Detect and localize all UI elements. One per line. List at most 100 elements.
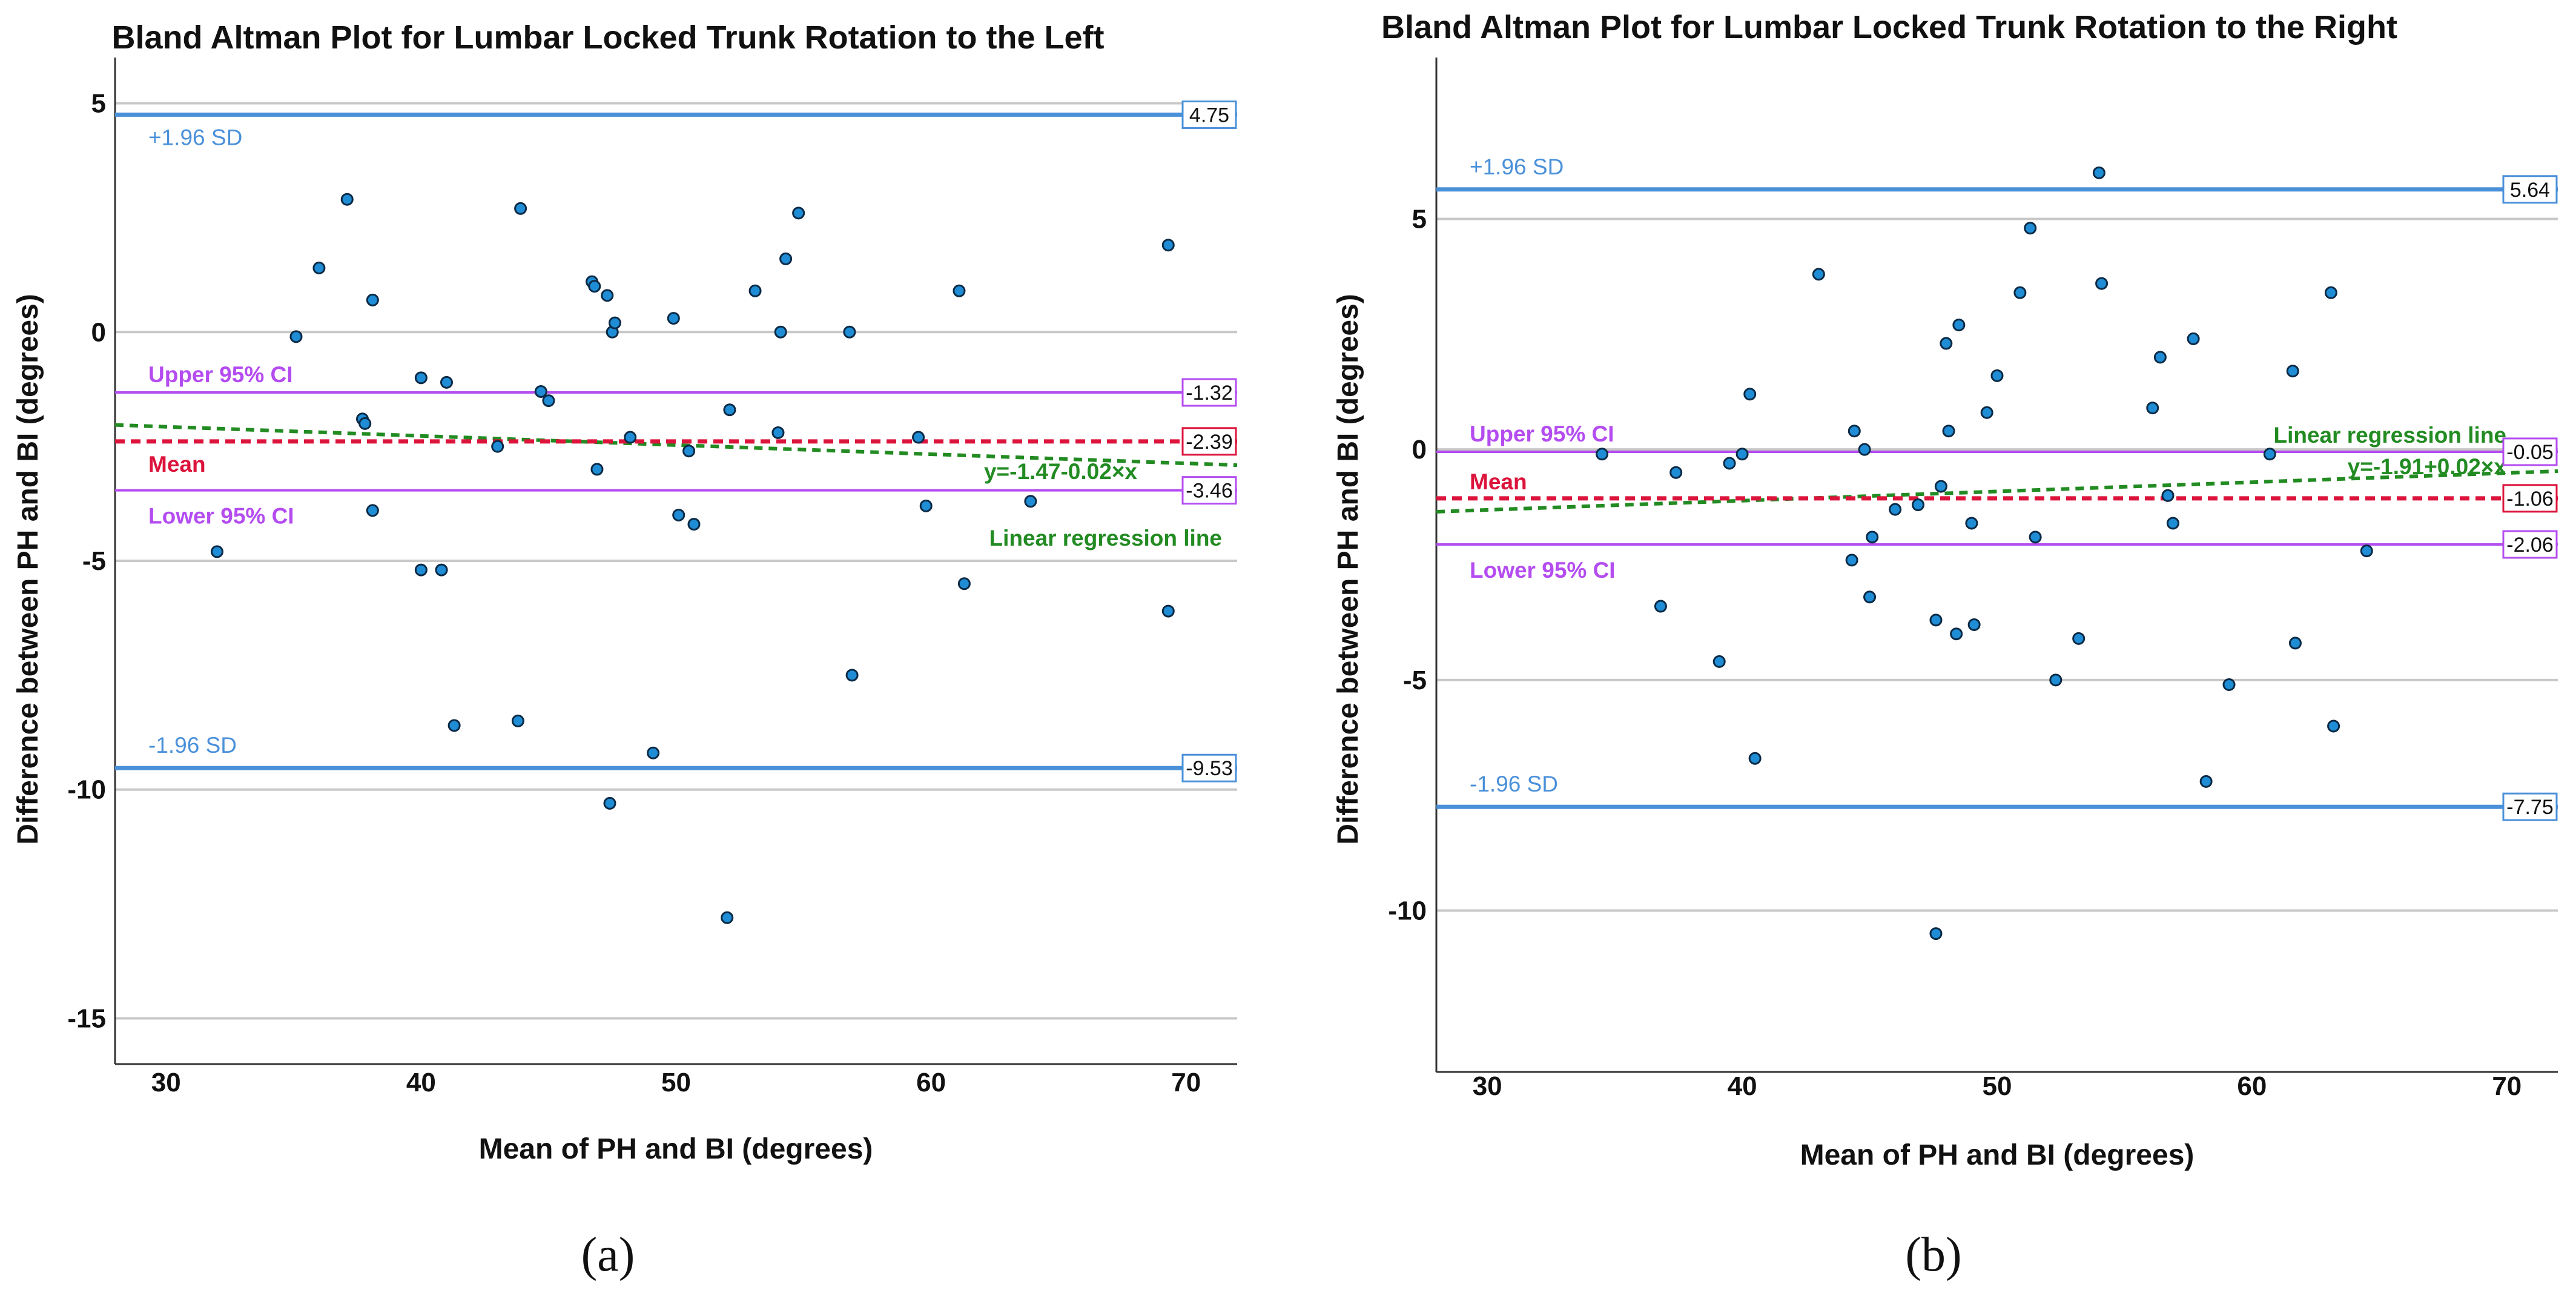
y-tick-label: -5 xyxy=(82,546,106,576)
data-point xyxy=(514,202,527,215)
data-point xyxy=(1863,590,1877,604)
data-point xyxy=(1858,443,1871,456)
y-tick-label: 5 xyxy=(91,89,106,119)
data-point xyxy=(1866,531,1879,544)
data-point xyxy=(2024,222,2037,235)
y-axis-title: Difference between PH and BI (degrees) xyxy=(1332,294,1364,845)
y-tick-label: 5 xyxy=(1412,204,1427,234)
data-point xyxy=(590,463,604,476)
upper-sd-value: 4.75 xyxy=(1189,104,1229,127)
regression-line xyxy=(114,423,1238,468)
data-point xyxy=(1161,604,1175,618)
data-point xyxy=(1912,498,1925,512)
lower-ci-value: -3.46 xyxy=(1186,480,1233,503)
y-tick-label: -10 xyxy=(1388,896,1427,926)
lower-sd-label: -1.96 SD xyxy=(148,733,237,758)
data-point xyxy=(771,426,785,439)
y-tick-label: 0 xyxy=(1412,435,1427,465)
chart-title: Bland Altman Plot for Lumbar Locked Trun… xyxy=(111,19,1104,56)
data-point xyxy=(774,325,787,339)
chart-right: Bland Altman Plot for Lumbar Locked Trun… xyxy=(1332,9,2558,1281)
lower-sd-box xyxy=(2502,792,2558,821)
mean-box xyxy=(2502,484,2558,513)
data-point xyxy=(957,577,971,590)
regression-equation: y=-1.91+0.02×x xyxy=(2348,454,2507,479)
data-point xyxy=(723,403,736,417)
data-point xyxy=(647,746,660,759)
data-point xyxy=(1950,627,1963,641)
data-point xyxy=(1654,600,1667,613)
upper-sd-label: +1.96 SD xyxy=(1470,154,1564,179)
data-point xyxy=(1942,425,1955,438)
data-point xyxy=(953,284,966,297)
x-tick-label: 50 xyxy=(1983,1071,2012,1101)
upper-ci-value: -1.32 xyxy=(1186,382,1233,405)
upper-sd-box xyxy=(2502,175,2558,204)
data-point xyxy=(366,293,379,306)
regression-equation: y=-1.47-0.02×x xyxy=(984,459,1137,484)
data-point xyxy=(358,417,372,430)
data-point xyxy=(2222,678,2236,691)
data-point xyxy=(1743,388,1757,401)
upper-sd-box xyxy=(1181,100,1237,129)
data-point xyxy=(542,394,555,408)
data-point xyxy=(2166,517,2179,530)
lower-sd-value: -9.53 xyxy=(1186,757,1233,780)
data-point xyxy=(2161,489,2175,502)
lower-sd-value: -7.75 xyxy=(2506,796,2554,819)
data-point xyxy=(2199,775,2213,788)
x-tick-label: 70 xyxy=(1171,1068,1201,1097)
mean-value: -1.06 xyxy=(2506,488,2554,511)
regression-label: Linear regression line xyxy=(989,526,1222,551)
data-point xyxy=(2013,286,2027,299)
lower-ci-label: Lower 95% CI xyxy=(1470,558,1616,583)
upper-ci-box xyxy=(1181,378,1237,407)
data-point xyxy=(919,499,933,512)
data-point xyxy=(414,563,428,577)
data-point xyxy=(601,289,614,302)
data-point xyxy=(210,545,223,558)
data-point xyxy=(534,385,547,398)
data-point xyxy=(511,714,524,727)
data-point xyxy=(1024,495,1037,508)
data-point xyxy=(1748,752,1762,765)
data-point xyxy=(2029,531,2042,544)
data-point xyxy=(2360,544,2373,558)
data-point xyxy=(2288,637,2302,650)
data-point xyxy=(312,262,326,275)
x-tick-label: 40 xyxy=(406,1068,436,1097)
data-point xyxy=(2092,166,2105,179)
data-point xyxy=(1889,503,1902,516)
data-point xyxy=(2049,673,2062,687)
regression-line xyxy=(1436,469,2558,514)
x-tick-label: 60 xyxy=(2237,1071,2267,1101)
data-point xyxy=(843,325,856,339)
data-point xyxy=(414,371,428,385)
panel-label: (a) xyxy=(581,1228,635,1281)
data-point xyxy=(1952,319,1966,332)
upper-ci-label: Upper 95% CI xyxy=(1470,422,1614,446)
x-axis-title: Mean of PH and BI (degrees) xyxy=(479,1133,873,1165)
data-point xyxy=(440,375,453,389)
data-point xyxy=(779,252,793,265)
panel-label: (b) xyxy=(1905,1228,1961,1281)
x-tick-label: 40 xyxy=(1728,1071,1757,1101)
upper-ci-value: -0.05 xyxy=(2506,441,2554,464)
data-point xyxy=(624,431,637,444)
data-point xyxy=(1967,618,1981,631)
data-point xyxy=(1980,406,1993,419)
data-point xyxy=(1161,239,1175,252)
data-point xyxy=(2187,332,2200,345)
data-point xyxy=(1929,613,1943,627)
lower-ci-label: Lower 95% CI xyxy=(148,504,294,529)
x-tick-label: 50 xyxy=(661,1068,691,1097)
data-point xyxy=(667,312,680,325)
data-point xyxy=(1712,655,1726,668)
x-axis-title: Mean of PH and BI (degrees) xyxy=(1800,1139,2195,1171)
upper-sd-label: +1.96 SD xyxy=(148,125,242,150)
data-point xyxy=(1596,448,1609,461)
mean-value: -2.39 xyxy=(1186,431,1233,454)
data-point xyxy=(1812,268,1825,281)
data-point xyxy=(588,280,601,293)
data-point xyxy=(435,563,448,577)
